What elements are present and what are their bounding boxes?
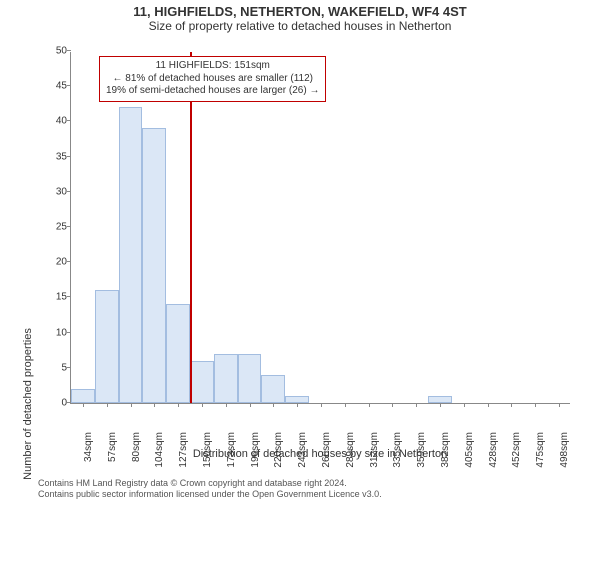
annotation-line2: ← 81% of detached houses are smaller (11… [106, 73, 319, 86]
annotation-line1: 11 HIGHFIELDS: 151sqm [106, 60, 319, 73]
y-tick: 15 [41, 292, 67, 303]
credit-text: Contains HM Land Registry data © Crown c… [38, 478, 382, 500]
credit-line-2: Contains public sector information licen… [38, 489, 382, 500]
histogram-bar [71, 389, 95, 403]
histogram-bar [285, 396, 309, 403]
annotation-box: 11 HIGHFIELDS: 151sqm← 81% of detached h… [99, 56, 326, 102]
histogram-bar [190, 361, 214, 403]
histogram-bar [261, 375, 285, 403]
y-tick: 35 [41, 151, 67, 162]
credit-line-1: Contains HM Land Registry data © Crown c… [38, 478, 382, 489]
y-tick: 5 [41, 362, 67, 373]
histogram-bar [214, 354, 238, 403]
histogram-bar [142, 128, 166, 403]
x-axis-label: Distribution of detached houses by size … [70, 448, 570, 460]
reference-line [190, 52, 192, 403]
y-tick: 10 [41, 327, 67, 338]
y-tick: 40 [41, 116, 67, 127]
histogram-bar [95, 290, 119, 403]
y-tick: 30 [41, 186, 67, 197]
histogram-bar [428, 396, 452, 403]
y-axis-label: Number of detached properties [22, 228, 34, 580]
chart-container: Number of detached properties 0510152025… [0, 4, 600, 464]
annotation-line3: 19% of semi-detached houses are larger (… [106, 85, 319, 98]
histogram-bar [119, 107, 143, 403]
y-tick: 50 [41, 46, 67, 57]
histogram-bar [166, 304, 190, 403]
y-tick: 25 [41, 222, 67, 233]
y-tick: 0 [41, 398, 67, 409]
plot-area: 0510152025303540455034sqm57sqm80sqm104sq… [70, 52, 570, 404]
y-tick: 20 [41, 257, 67, 268]
histogram-bar [238, 354, 262, 403]
y-tick: 45 [41, 81, 67, 92]
